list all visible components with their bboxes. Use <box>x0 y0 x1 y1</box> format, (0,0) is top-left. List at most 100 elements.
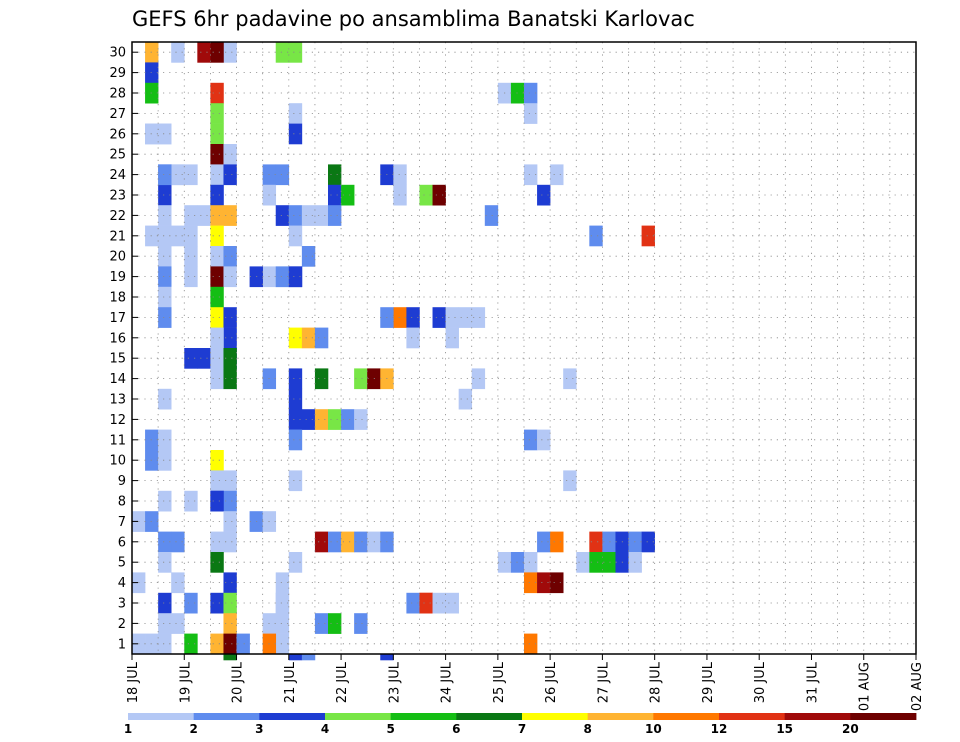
heatmap-cell <box>341 184 355 206</box>
heatmap-cell <box>275 42 290 63</box>
heatmap-cell <box>471 368 486 390</box>
y-tick-label: 11 <box>109 433 126 448</box>
y-tick-label: 19 <box>109 270 126 285</box>
chart-title: GEFS 6hr padavine po ansamblima Banatski… <box>132 7 695 31</box>
heatmap-cell <box>393 164 407 186</box>
heatmap-cell <box>275 266 290 288</box>
heatmap-cell <box>484 205 499 226</box>
heatmap-cell <box>288 205 303 226</box>
heatmap-cell <box>223 368 237 390</box>
heatmap-cell <box>471 307 486 328</box>
y-tick-label: 7 <box>118 515 126 530</box>
heatmap-cell <box>223 144 237 165</box>
heatmap-cell <box>445 327 459 349</box>
heatmap-cell <box>171 613 185 634</box>
x-tick-label: 19 JUL <box>178 661 193 703</box>
heatmap-cell <box>314 327 329 349</box>
heatmap-cell <box>419 592 433 614</box>
y-tick-label: 26 <box>109 127 126 142</box>
colorbar-label: 20 <box>842 722 859 736</box>
heatmap-cell <box>380 654 394 661</box>
heatmap-cell <box>184 246 198 267</box>
y-tick-label: 17 <box>109 311 126 326</box>
heatmap-cell <box>210 633 224 655</box>
heatmap-cell <box>223 633 237 655</box>
grid-lines <box>132 42 916 654</box>
heatmap-cell <box>524 429 538 451</box>
heatmap-cell <box>223 572 237 594</box>
colorbar-swatch <box>784 713 851 720</box>
heatmap-cell <box>537 531 551 553</box>
heatmap-cell <box>288 552 303 573</box>
heatmap-cell <box>563 368 577 390</box>
heatmap-cell <box>288 654 303 661</box>
heatmap-cell <box>288 123 303 145</box>
y-tick-label: 30 <box>109 46 126 61</box>
heatmap-cell <box>210 592 224 614</box>
y-tick-label: 5 <box>118 556 126 571</box>
heatmap-cell <box>445 592 459 614</box>
heatmap-cell <box>432 307 446 328</box>
heatmap-cell <box>275 613 290 634</box>
heatmap-cell <box>197 348 211 369</box>
colorbar-swatch <box>653 713 720 720</box>
heatmap-cell <box>275 592 290 614</box>
heatmap-cell <box>458 388 473 410</box>
heatmap-cell <box>354 531 368 553</box>
heatmap-cell <box>210 531 224 553</box>
colorbar-swatch <box>128 713 195 720</box>
heatmap-cell <box>328 409 342 430</box>
y-tick-label: 27 <box>109 107 126 122</box>
heatmap-cell <box>275 205 290 226</box>
x-tick-label: 25 JUL <box>492 661 507 703</box>
heatmap-cell <box>158 490 172 512</box>
heatmap-cell <box>158 388 172 410</box>
y-tick-label: 12 <box>109 413 126 428</box>
x-tick-label: 24 JUL <box>440 661 455 703</box>
heatmap-cell <box>210 184 224 206</box>
heatmap-cell <box>328 184 342 206</box>
heatmap-cell <box>171 225 185 247</box>
heatmap-cell <box>641 531 655 553</box>
heatmap-cell <box>223 205 237 226</box>
heatmap-cell <box>184 205 198 226</box>
heatmap-cell <box>419 184 433 206</box>
x-tick-label: 18 JUL <box>126 661 141 703</box>
heatmap-cell <box>341 531 355 553</box>
heatmap-cell <box>275 164 290 186</box>
heatmap-cell <box>210 552 224 573</box>
heatmap-cell <box>223 307 237 328</box>
heatmap-cell <box>158 633 172 655</box>
heatmap-cell <box>341 409 355 430</box>
y-tick-label: 9 <box>118 474 126 489</box>
heatmap-cell <box>602 552 616 573</box>
heatmap-cell <box>301 409 316 430</box>
heatmap-cell <box>537 429 551 451</box>
heatmap-cell <box>301 654 316 661</box>
heatmap-cell <box>171 164 185 186</box>
heatmap-cell <box>458 307 473 328</box>
heatmap-cells <box>132 42 655 661</box>
y-axis-ticks: 1234567891011121314151617181920212223242… <box>109 46 138 652</box>
heatmap-cell <box>210 327 224 349</box>
y-tick-label: 14 <box>109 372 126 387</box>
heatmap-cell <box>550 531 564 553</box>
y-tick-label: 18 <box>109 291 126 306</box>
y-tick-label: 15 <box>109 352 126 367</box>
heatmap-cell <box>328 164 342 186</box>
x-tick-label: 01 AUG <box>858 662 873 711</box>
heatmap-cell <box>288 388 303 410</box>
heatmap-cell <box>184 592 198 614</box>
heatmap-cell <box>314 368 329 390</box>
heatmap-cell <box>197 42 211 63</box>
heatmap-cell <box>158 164 172 186</box>
heatmap-cell <box>406 307 420 328</box>
y-tick-label: 10 <box>109 454 126 469</box>
x-tick-label: 27 JUL <box>596 661 611 703</box>
heatmap-cell <box>354 368 368 390</box>
y-tick-label: 24 <box>109 168 126 183</box>
heatmap-cell <box>550 572 564 594</box>
heatmap-cell <box>354 409 368 430</box>
heatmap-cell <box>184 348 198 369</box>
heatmap-cell <box>524 633 538 655</box>
